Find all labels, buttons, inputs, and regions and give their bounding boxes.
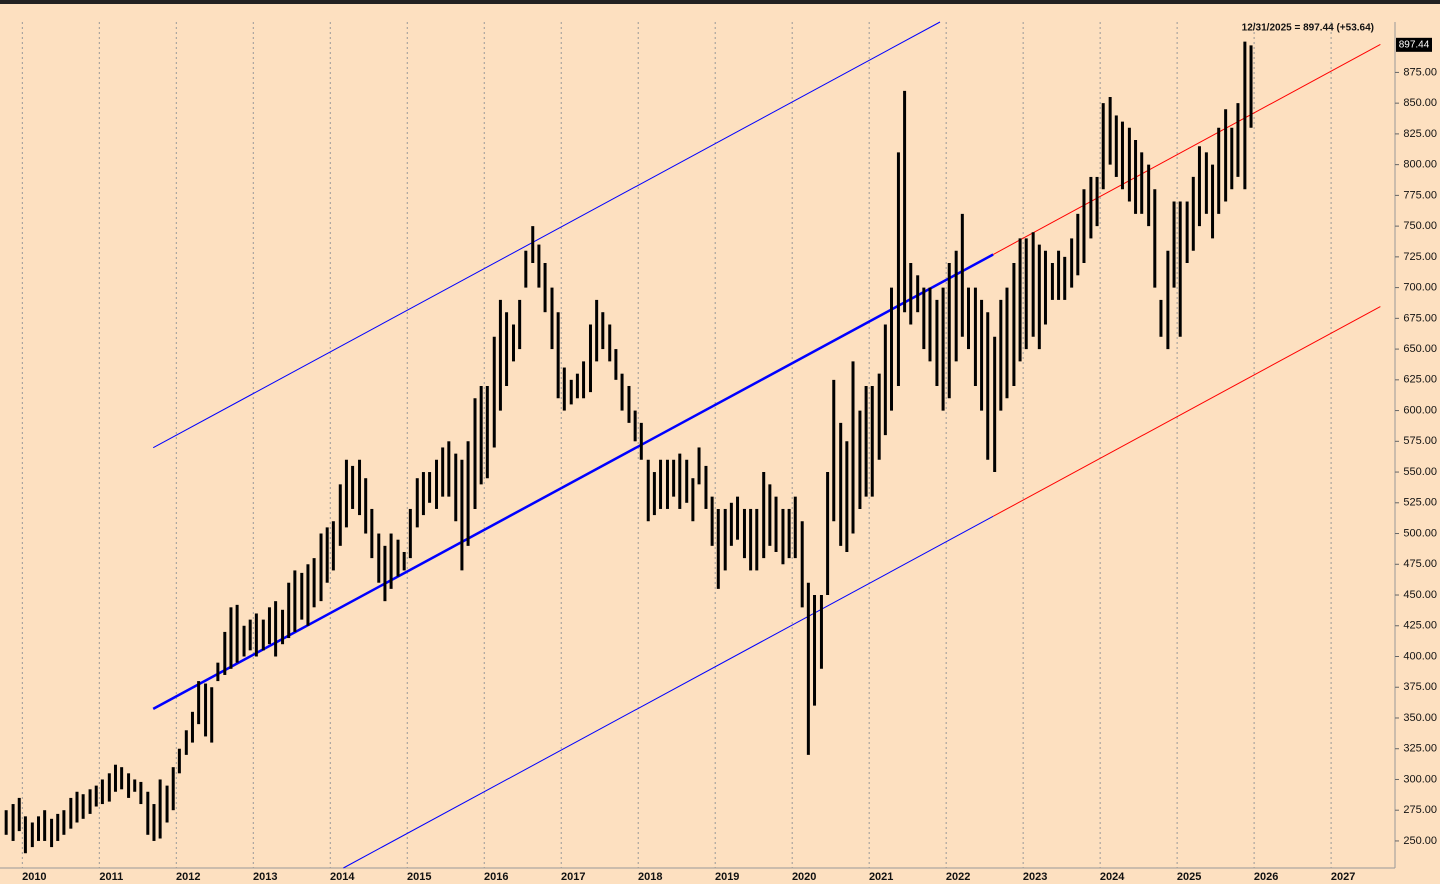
y-tick-label: 675.00 (1403, 312, 1437, 324)
last-value-badge (1396, 37, 1432, 52)
y-tick-label: 825.00 (1403, 128, 1437, 140)
y-tick-label: 325.00 (1403, 743, 1437, 755)
top-bar (0, 0, 1440, 4)
x-tick-label: 2018 (638, 871, 662, 883)
y-tick-label: 450.00 (1403, 589, 1437, 601)
x-tick-label: 2024 (1100, 871, 1125, 883)
x-tick-label: 2027 (1331, 871, 1355, 883)
y-tick-label: 625.00 (1403, 374, 1437, 386)
last-value-label: 897.44 (1399, 39, 1430, 50)
y-tick-label: 300.00 (1403, 773, 1437, 785)
x-tick-label: 2022 (946, 871, 970, 883)
x-tick-label: 2017 (561, 871, 585, 883)
trend-line (992, 43, 1381, 255)
y-tick-label: 500.00 (1403, 527, 1437, 539)
x-tick-label: 2014 (330, 871, 355, 883)
y-tick-label: 850.00 (1403, 97, 1437, 109)
trend-line (152, 253, 994, 710)
x-tick-label: 2025 (1177, 871, 1201, 883)
x-tick-label: 2013 (253, 871, 277, 883)
y-tick-label: 700.00 (1403, 282, 1437, 294)
y-tick-label: 425.00 (1403, 620, 1437, 632)
x-tick-label: 2012 (176, 871, 200, 883)
y-tick-label: 600.00 (1403, 404, 1437, 416)
x-tick-label: 2010 (22, 871, 46, 883)
y-tick-label: 725.00 (1403, 251, 1437, 263)
y-tick-label: 250.00 (1403, 835, 1437, 847)
trend-line (343, 515, 994, 869)
x-tick-label: 2011 (99, 871, 123, 883)
y-tick-label: 475.00 (1403, 558, 1437, 570)
y-tick-label: 750.00 (1403, 220, 1437, 232)
x-tick-label: 2021 (869, 871, 893, 883)
y-tick-label: 875.00 (1403, 66, 1437, 78)
x-tick-label: 2019 (715, 871, 739, 883)
y-tick-label: 275.00 (1403, 804, 1437, 816)
x-tick-label: 2026 (1254, 871, 1278, 883)
y-tick-label: 550.00 (1403, 466, 1437, 478)
y-tick-label: 800.00 (1403, 159, 1437, 171)
trend-line (992, 306, 1381, 517)
x-tick-label: 2016 (484, 871, 508, 883)
x-tick-label: 2023 (1023, 871, 1047, 883)
y-tick-label: 400.00 (1403, 650, 1437, 662)
y-tick-label: 375.00 (1403, 681, 1437, 693)
y-tick-label: 650.00 (1403, 343, 1437, 355)
y-tick-label: 775.00 (1403, 189, 1437, 201)
y-tick-label: 525.00 (1403, 497, 1437, 509)
x-tick-label: 2015 (407, 871, 431, 883)
y-tick-label: 350.00 (1403, 712, 1437, 724)
background (0, 4, 1440, 884)
annotation: 12/31/2025 = 897.44 (+53.64) (1242, 23, 1374, 34)
y-tick-label: 575.00 (1403, 435, 1437, 447)
trend-line (152, 21, 941, 449)
x-tick-label: 2020 (792, 871, 816, 883)
